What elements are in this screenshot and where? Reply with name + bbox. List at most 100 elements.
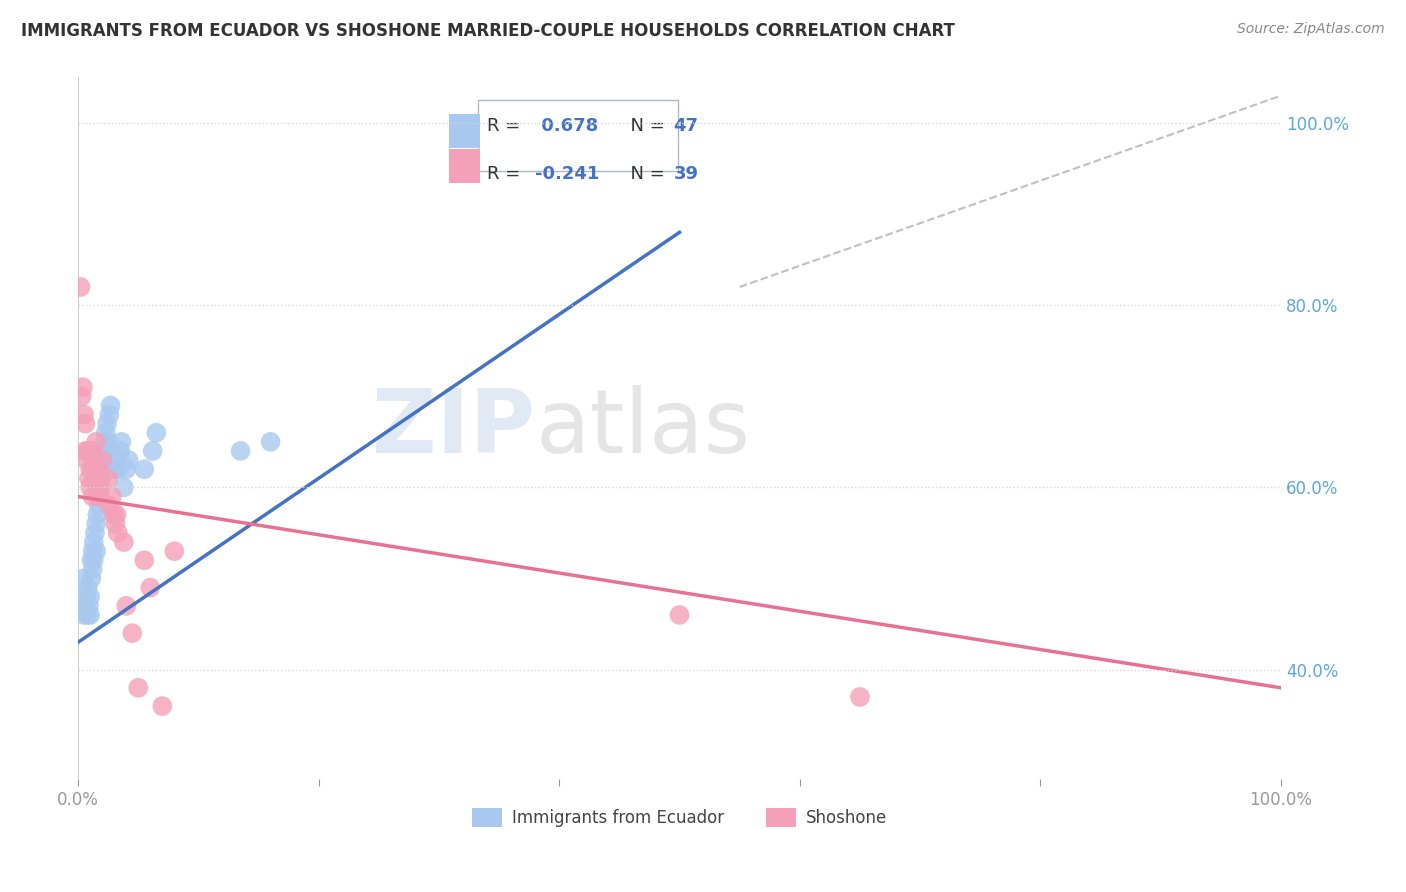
- Text: R =: R =: [486, 118, 526, 136]
- Point: [103, 508, 125, 522]
- Point: [112, 535, 135, 549]
- Point: [90, 471, 112, 485]
- Point: [82, 490, 104, 504]
- Point: [70, 599, 93, 613]
- Text: R =: R =: [486, 165, 526, 183]
- Point: [72, 380, 94, 394]
- Point: [121, 626, 143, 640]
- Point: [86, 490, 108, 504]
- Text: N =: N =: [620, 118, 671, 136]
- Point: [83, 553, 105, 567]
- Point: [89, 480, 111, 494]
- Point: [107, 525, 129, 540]
- Point: [117, 453, 139, 467]
- Point: [103, 462, 125, 476]
- Point: [79, 480, 101, 494]
- Point: [100, 398, 122, 412]
- Point: [163, 544, 186, 558]
- Point: [134, 553, 156, 567]
- Point: [96, 417, 118, 431]
- Text: ZIP: ZIP: [373, 384, 536, 472]
- Point: [75, 417, 97, 431]
- Point: [84, 525, 107, 540]
- Point: [82, 462, 104, 476]
- Point: [89, 490, 111, 504]
- Point: [105, 453, 128, 467]
- Point: [112, 480, 135, 494]
- Point: [84, 544, 107, 558]
- Point: [69, 280, 91, 294]
- Text: 47: 47: [673, 118, 699, 136]
- Point: [86, 508, 108, 522]
- Point: [104, 516, 127, 531]
- Point: [91, 453, 114, 467]
- Point: [107, 462, 129, 476]
- Point: [77, 599, 100, 613]
- Point: [127, 681, 149, 695]
- Point: [87, 480, 110, 494]
- Point: [93, 434, 115, 449]
- Text: 39: 39: [673, 165, 699, 183]
- Point: [139, 581, 162, 595]
- Point: [83, 535, 105, 549]
- Point: [76, 444, 98, 458]
- Legend: Immigrants from Ecuador, Shoshone: Immigrants from Ecuador, Shoshone: [465, 802, 894, 834]
- Point: [142, 444, 165, 458]
- Point: [75, 599, 97, 613]
- Point: [84, 516, 107, 531]
- Point: [93, 444, 115, 458]
- Point: [94, 425, 117, 440]
- Point: [98, 499, 121, 513]
- Point: [80, 444, 103, 458]
- Point: [80, 553, 103, 567]
- Text: IMMIGRANTS FROM ECUADOR VS SHOSHONE MARRIED-COUPLE HOUSEHOLDS CORRELATION CHART: IMMIGRANTS FROM ECUADOR VS SHOSHONE MARR…: [21, 22, 955, 40]
- Point: [72, 572, 94, 586]
- Point: [101, 490, 124, 504]
- Point: [79, 590, 101, 604]
- Point: [105, 508, 128, 522]
- Point: [97, 434, 120, 449]
- Point: [76, 581, 98, 595]
- Point: [76, 607, 98, 622]
- Point: [86, 462, 108, 476]
- Point: [87, 499, 110, 513]
- Point: [76, 590, 98, 604]
- Point: [259, 434, 281, 449]
- Text: N =: N =: [620, 165, 671, 183]
- Text: -0.241: -0.241: [536, 165, 599, 183]
- Point: [76, 453, 98, 467]
- Point: [77, 471, 100, 485]
- Point: [80, 572, 103, 586]
- Point: [91, 453, 114, 467]
- Text: 0.678: 0.678: [536, 118, 599, 136]
- Point: [145, 425, 167, 440]
- Point: [115, 599, 138, 613]
- Point: [89, 462, 111, 476]
- Point: [79, 462, 101, 476]
- Point: [115, 462, 138, 476]
- Point: [93, 453, 115, 467]
- Point: [70, 389, 93, 403]
- Point: [849, 690, 872, 704]
- Point: [229, 444, 252, 458]
- FancyBboxPatch shape: [449, 114, 479, 147]
- Point: [150, 699, 173, 714]
- Text: R =  0.678    N = 47
R = -0.241   N = 39: R = 0.678 N = 47 R = -0.241 N = 39: [486, 109, 669, 161]
- Point: [668, 607, 690, 622]
- Point: [73, 408, 96, 422]
- Point: [82, 544, 104, 558]
- FancyBboxPatch shape: [449, 149, 479, 183]
- Point: [82, 562, 104, 576]
- Point: [97, 471, 120, 485]
- Point: [83, 471, 105, 485]
- Point: [90, 471, 112, 485]
- Point: [84, 434, 107, 449]
- Point: [110, 434, 132, 449]
- Point: [134, 462, 156, 476]
- Point: [110, 444, 132, 458]
- Text: Source: ZipAtlas.com: Source: ZipAtlas.com: [1237, 22, 1385, 37]
- Point: [73, 607, 96, 622]
- Point: [79, 607, 101, 622]
- Point: [84, 453, 107, 467]
- Point: [98, 408, 121, 422]
